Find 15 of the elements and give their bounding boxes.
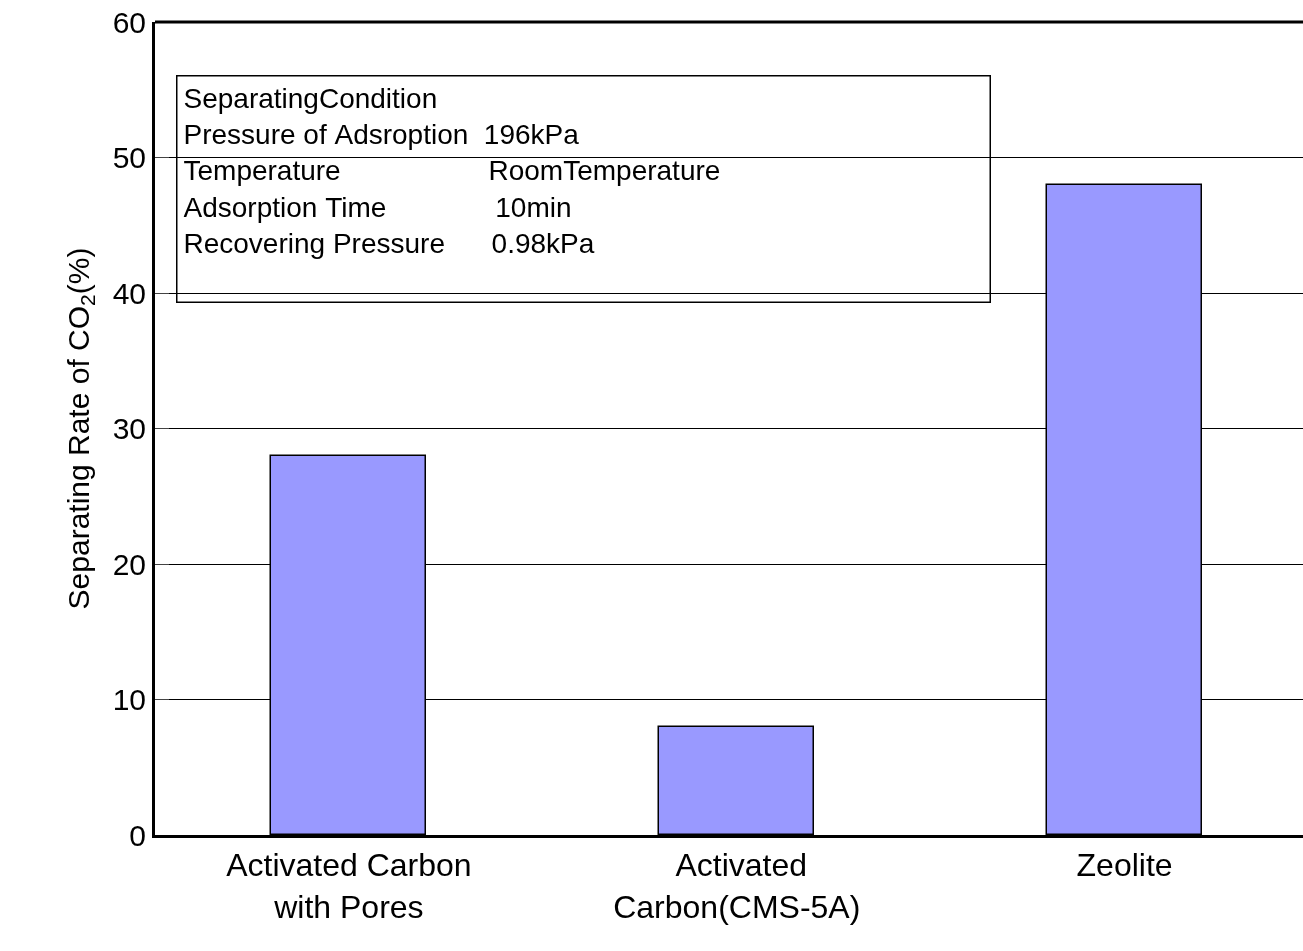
x-tick-label: Zeolite [1076, 847, 1173, 884]
y-tick-label: 40 [112, 276, 146, 310]
annotation: Adsorption Time 10min [183, 191, 572, 223]
annotation: SeparatingCondition [183, 82, 438, 114]
x-tick-label: Activated Carbon(CMS-5A) [613, 847, 861, 925]
annotation: Recovering Pressure 0.98kPa [183, 228, 595, 260]
annotation: Pressure of Adsroption 196kPa [183, 118, 580, 150]
y-tick-label: 10 [112, 683, 146, 716]
y-tick-label: 0 [129, 818, 146, 852]
y-tick-label: 30 [112, 412, 146, 445]
annotation: Temperature RoomTemperature [183, 155, 721, 187]
y-tick-label: 60 [112, 5, 146, 39]
y-tick-label: 50 [112, 141, 146, 174]
x-tick-label: Activated Carbon with Pores [226, 847, 472, 925]
y-tick-label: 20 [112, 547, 146, 581]
